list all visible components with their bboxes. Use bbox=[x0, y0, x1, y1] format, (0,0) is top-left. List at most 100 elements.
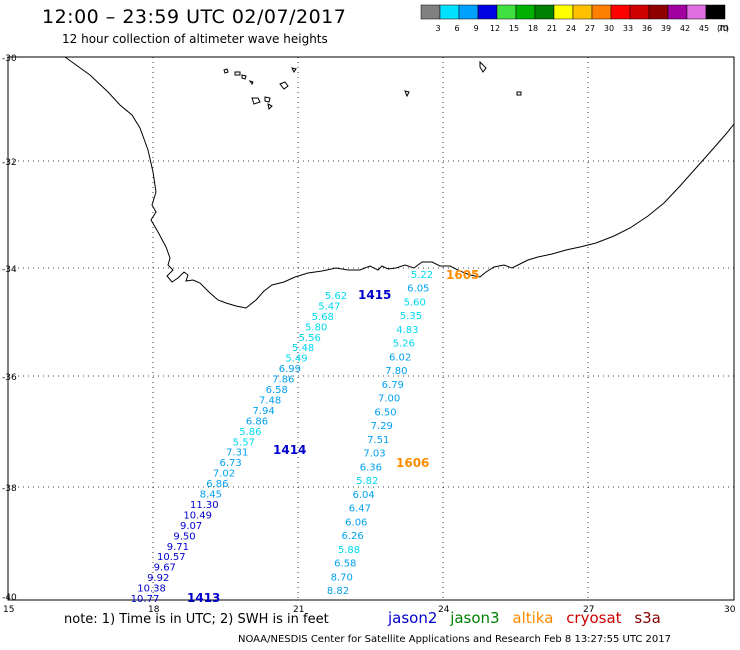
legend-label: 33 bbox=[623, 24, 633, 33]
legend-swatch bbox=[515, 4, 536, 20]
swh-value: 6.36 bbox=[360, 462, 382, 473]
swh-value: 9.50 bbox=[173, 531, 195, 542]
islands bbox=[223, 60, 522, 111]
swh-value: 5.62 bbox=[325, 291, 347, 302]
swh-value: 10.49 bbox=[183, 510, 212, 521]
legend-label: 39 bbox=[661, 24, 671, 33]
swh-value: 6.86 bbox=[206, 479, 228, 490]
swh-value: 6.47 bbox=[349, 504, 371, 515]
satellite-jason3: jason3 bbox=[450, 609, 500, 627]
legend-swatch bbox=[591, 4, 612, 20]
swh-value: 7.51 bbox=[367, 435, 389, 446]
swh-value: 5.49 bbox=[285, 354, 307, 365]
swh-value: 6.86 bbox=[246, 416, 268, 427]
swh-value: 7.29 bbox=[371, 421, 393, 432]
lon-label: 24 bbox=[438, 605, 450, 615]
pass-label-1606: 1606 bbox=[396, 456, 429, 470]
footer-note: note: 1) Time is in UTC; 2) SWH is in fe… bbox=[64, 612, 329, 627]
swh-value: 6.58 bbox=[334, 559, 356, 570]
legend-swatch bbox=[648, 4, 669, 20]
pass-label-1605: 1605 bbox=[446, 268, 479, 282]
swh-value: 5.35 bbox=[400, 311, 422, 322]
swh-value: 5.47 bbox=[318, 301, 340, 312]
legend-swatch bbox=[439, 4, 460, 20]
legend-label: 15 bbox=[509, 24, 519, 33]
swh-value: 4.83 bbox=[396, 325, 418, 336]
legend-swatch bbox=[477, 4, 498, 20]
pass-label-1413: 1413 bbox=[187, 591, 220, 605]
swh-value: 7.48 bbox=[259, 396, 281, 407]
satellite-cryosat: cryosat bbox=[566, 609, 622, 627]
swh-value: 9.92 bbox=[147, 573, 169, 584]
coastline bbox=[64, 56, 735, 309]
lon-label: 21 bbox=[293, 605, 304, 615]
legend-label: 18 bbox=[528, 24, 538, 33]
swh-value: 5.68 bbox=[312, 312, 334, 323]
legend-label: 12 bbox=[490, 24, 500, 33]
pass-label-1415: 1415 bbox=[358, 288, 391, 302]
swh-value: 10.57 bbox=[157, 552, 186, 563]
legend-swatch bbox=[705, 4, 726, 20]
legend-swatch bbox=[572, 4, 593, 20]
swh-value: 8.45 bbox=[200, 490, 222, 501]
pass-label-1414: 1414 bbox=[273, 443, 306, 457]
swh-value: 9.07 bbox=[180, 521, 202, 532]
legend-swatch bbox=[420, 4, 441, 20]
satellite-s3a: s3a bbox=[634, 609, 661, 627]
swh-value: 10.77 bbox=[131, 594, 160, 605]
legend-unit: (ft) bbox=[717, 24, 729, 33]
west-track-labels: 5.625.475.685.805.565.485.496.997.866.58… bbox=[131, 291, 347, 605]
swh-value: 7.80 bbox=[385, 366, 407, 377]
lon-label: 27 bbox=[583, 605, 594, 615]
color-scale-legend: 3 6 9 12 15 18 21 24 27 30 33 36 39 42 45 70(ft) bbox=[420, 4, 729, 33]
page-title: 12:00 – 23:59 UTC 02/07/2017 bbox=[42, 6, 347, 28]
legend-label: 27 bbox=[585, 24, 595, 33]
east-track-labels: 5.22 6.05 5.60 5.35 4.83 5.26 6.02 7.80 6.79 7.00… bbox=[327, 270, 433, 597]
legend-label: 3 bbox=[435, 24, 440, 33]
satellite-jason2: jason2 bbox=[388, 609, 438, 627]
swh-value: 9.71 bbox=[167, 542, 189, 553]
legend-label: 70 bbox=[718, 24, 728, 33]
swh-value: 11.30 bbox=[190, 500, 219, 511]
legend-swatch bbox=[496, 4, 517, 20]
swh-value: 6.04 bbox=[352, 490, 374, 501]
swh-value: 7.03 bbox=[363, 449, 385, 460]
swh-value: 6.26 bbox=[341, 531, 363, 542]
legend-label: 45 bbox=[699, 24, 709, 33]
swh-value: 5.56 bbox=[299, 333, 321, 344]
legend-swatch bbox=[667, 4, 688, 20]
satellite-legend: jason2 jason3 altika cryosat s3a bbox=[388, 609, 669, 627]
lat-label: -36 bbox=[2, 373, 17, 383]
swh-value: 5.80 bbox=[305, 322, 327, 333]
swh-value: 6.58 bbox=[266, 385, 288, 396]
swh-value: 5.82 bbox=[356, 476, 378, 487]
legend-label: 24 bbox=[566, 24, 576, 33]
legend-swatch bbox=[553, 4, 574, 20]
legend-swatch bbox=[610, 4, 631, 20]
lon-label: 15 bbox=[3, 605, 14, 615]
swh-value: 6.79 bbox=[382, 380, 404, 391]
lat-label: -38 bbox=[2, 484, 17, 494]
lon-label: 30 bbox=[724, 605, 736, 615]
legend-swatch bbox=[629, 4, 650, 20]
swh-value: 5.48 bbox=[292, 343, 314, 354]
swh-value: 7.31 bbox=[226, 448, 248, 459]
lat-label: -34 bbox=[2, 265, 17, 275]
lat-label: -32 bbox=[2, 158, 17, 168]
gridlines bbox=[8, 57, 734, 600]
swh-value: 8.70 bbox=[331, 572, 353, 583]
legend-label: 36 bbox=[642, 24, 652, 33]
legend-label: 9 bbox=[473, 24, 478, 33]
swh-value: 9.67 bbox=[154, 563, 176, 574]
swh-value: 5.22 bbox=[411, 270, 433, 281]
map-frame bbox=[7, 56, 735, 601]
swh-value: 7.94 bbox=[252, 406, 274, 417]
swh-value: 7.02 bbox=[213, 469, 235, 480]
legend-label: 42 bbox=[680, 24, 690, 33]
swh-value: 5.60 bbox=[404, 298, 426, 309]
lat-label: -30 bbox=[2, 54, 17, 64]
swh-value: 5.57 bbox=[233, 437, 255, 448]
legend-label: 21 bbox=[547, 24, 557, 33]
swh-value: 5.88 bbox=[338, 545, 360, 556]
